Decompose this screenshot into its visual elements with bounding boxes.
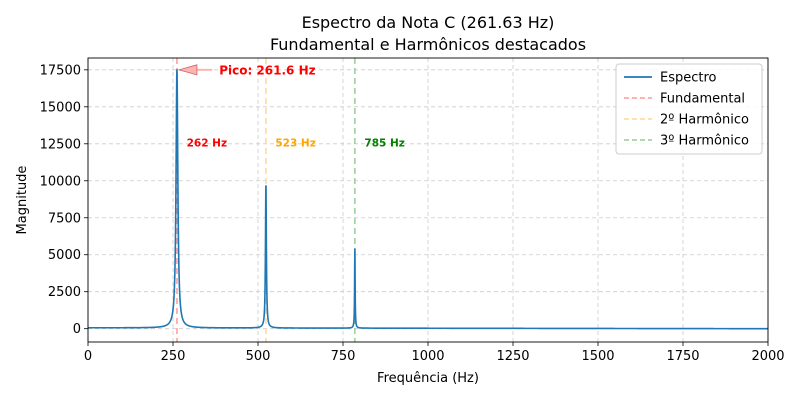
x-tick-label: 750 <box>331 349 356 364</box>
chart-subtitle: Fundamental e Harmônicos destacados <box>270 35 586 54</box>
x-tick-label: 1250 <box>496 349 529 364</box>
y-axis-label: Magnitude <box>15 166 30 235</box>
axis-ticks: 0 250 500 750 1000 1250 1500 1750 2000 0 2500 5000 7… <box>40 63 785 364</box>
legend-label-1: Fundamental <box>660 92 745 107</box>
x-tick-label: 1000 <box>411 349 444 364</box>
y-tick-label: 12500 <box>40 137 81 152</box>
x-tick-label: 250 <box>161 349 186 364</box>
harmonic-annotation-2: 523 Hz <box>275 137 315 149</box>
legend-box <box>615 63 763 155</box>
y-tick-label: 17500 <box>40 63 81 78</box>
y-tick-label: 2500 <box>48 285 81 300</box>
x-tick-label: 1500 <box>581 349 614 364</box>
harmonic-annotation-1: 262 Hz <box>187 137 227 149</box>
x-tick-label: 1750 <box>666 349 699 364</box>
harmonic-annotation-3: 785 Hz <box>364 137 404 149</box>
grid-lines <box>87 58 769 342</box>
spectrum-series-line <box>88 69 768 330</box>
y-tick-label: 0 <box>73 322 81 337</box>
legend-label-2: 2º Harmônico <box>660 113 749 128</box>
x-tick-label: 500 <box>246 349 271 364</box>
y-tick-label: 7500 <box>48 211 81 226</box>
chart-title: Espectro da Nota C (261.63 Hz) <box>302 13 555 32</box>
y-tick-label: 15000 <box>40 100 81 115</box>
legend-label-0: Espectro <box>660 71 717 86</box>
x-axis-label: Frequência (Hz) <box>377 371 479 386</box>
peak-arrow-head <box>177 64 198 76</box>
x-tick-label: 0 <box>84 349 92 364</box>
y-tick-label: 5000 <box>48 248 81 263</box>
legend: Espectro Fundamental 2º Harmônico 3º Harmôn… <box>615 63 763 155</box>
plot-area <box>88 69 768 330</box>
peak-annotation: Pico: 261.6 Hz <box>219 63 315 77</box>
annotations: 262 Hz 523 Hz 785 Hz Pico: 261.6 Hz <box>177 63 405 149</box>
legend-label-3: 3º Harmônico <box>660 134 749 149</box>
y-tick-label: 10000 <box>40 174 81 189</box>
x-tick-label: 2000 <box>751 349 784 364</box>
